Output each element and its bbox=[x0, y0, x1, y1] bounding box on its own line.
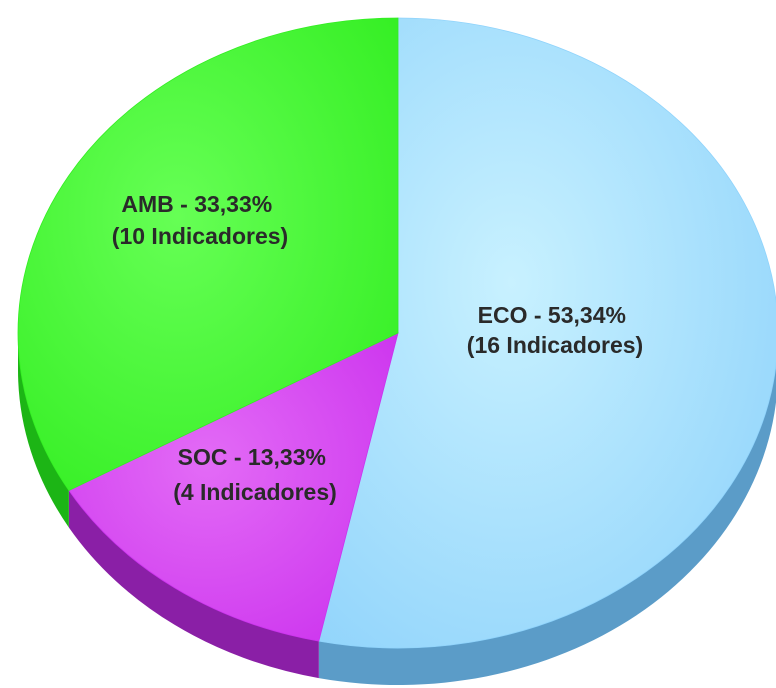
slice-side-soc bbox=[68, 490, 319, 679]
slice-label-amb: AMB - 33,33% (10 Indicadores) bbox=[112, 191, 288, 249]
slice-side-eco bbox=[318, 364, 776, 685]
slice-side-amb bbox=[18, 333, 69, 528]
pie-slices bbox=[17, 17, 776, 649]
pie-depth bbox=[18, 333, 776, 685]
slice-soc bbox=[68, 332, 399, 642]
slice-amb bbox=[17, 17, 399, 491]
slice-label-eco: ECO - 53,34% (16 Indicadores) bbox=[467, 302, 643, 358]
slice-labels: ECO - 53,34% (16 Indicadores) SOC - 13,3… bbox=[112, 191, 643, 505]
slice-label-soc: SOC - 13,33% (4 Indicadores) bbox=[173, 444, 337, 505]
